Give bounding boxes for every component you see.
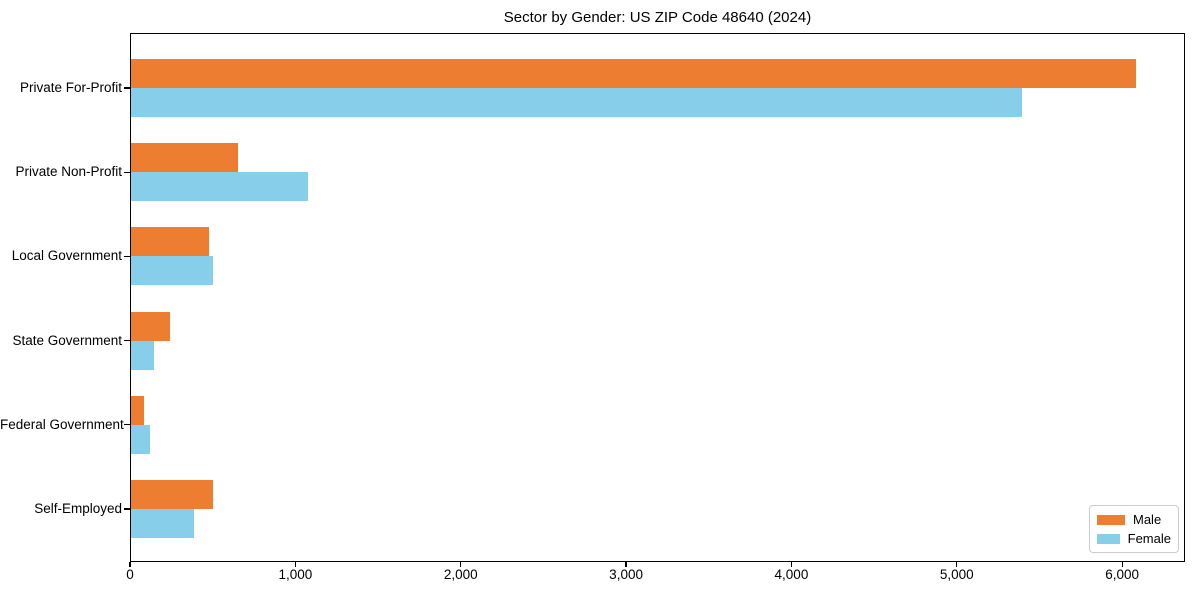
x-tick-label-0: 0 <box>126 567 134 582</box>
bar-female-state-government <box>130 340 154 370</box>
x-tick-mark <box>625 562 627 567</box>
x-tick-label-5-000: 5,000 <box>939 567 974 582</box>
bar-female-private-non-profit <box>130 172 308 202</box>
bar-male-private-for-profit <box>130 59 1137 88</box>
x-tick-mark <box>1121 562 1123 567</box>
y-tick-mark <box>123 424 130 426</box>
bar-female-local-government <box>130 256 213 286</box>
legend-label-male: Male <box>1133 512 1162 527</box>
y-tick-label-local-government: Local Government <box>11 248 122 264</box>
y-tick-mark <box>123 171 130 173</box>
bar-female-private-for-profit <box>130 88 1023 117</box>
x-tick-mark <box>294 562 296 567</box>
y-tick-mark <box>123 339 130 342</box>
bar-female-self-employed <box>130 509 194 538</box>
x-tick-label-2-000: 2,000 <box>443 567 478 582</box>
bar-male-federal-government <box>130 395 145 425</box>
legend-swatch-male-icon <box>1097 514 1125 525</box>
legend-entry-male: Male <box>1097 512 1171 527</box>
legend-entry-female: Female <box>1097 531 1171 546</box>
y-tick-label-federal-government: Federal Government <box>0 416 124 432</box>
bar-male-self-employed <box>130 480 213 509</box>
x-tick-mark <box>956 562 958 567</box>
x-tick-label-1-000: 1,000 <box>278 567 313 582</box>
y-tick-label-private-non-profit: Private Non-Profit <box>15 164 122 180</box>
x-tick-label-3-000: 3,000 <box>609 567 643 582</box>
y-tick-mark <box>123 255 130 258</box>
legend-label-female: Female <box>1127 531 1171 546</box>
y-tick-label-self-employed: Self-Employed <box>34 501 122 516</box>
bar-male-private-non-profit <box>130 143 239 173</box>
bar-male-local-government <box>130 227 210 257</box>
y-tick-label-state-government: State Government <box>12 332 122 348</box>
legend: Male Female <box>1089 505 1179 553</box>
x-tick-label-6-000: 6,000 <box>1105 567 1140 582</box>
y-tick-label-private-for-profit: Private For-Profit <box>19 80 122 95</box>
x-tick-mark <box>790 562 793 567</box>
legend-swatch-female-icon <box>1097 533 1120 544</box>
y-tick-mark <box>123 508 130 510</box>
chart-title: Sector by Gender: US ZIP Code 48640 (202… <box>503 9 812 26</box>
x-tick-label-4-000: 4,000 <box>774 567 809 582</box>
bar-female-federal-government <box>130 424 150 454</box>
y-tick-mark <box>123 87 130 89</box>
x-tick-mark <box>129 562 131 567</box>
x-tick-mark <box>460 562 462 567</box>
bar-male-state-government <box>130 311 170 341</box>
